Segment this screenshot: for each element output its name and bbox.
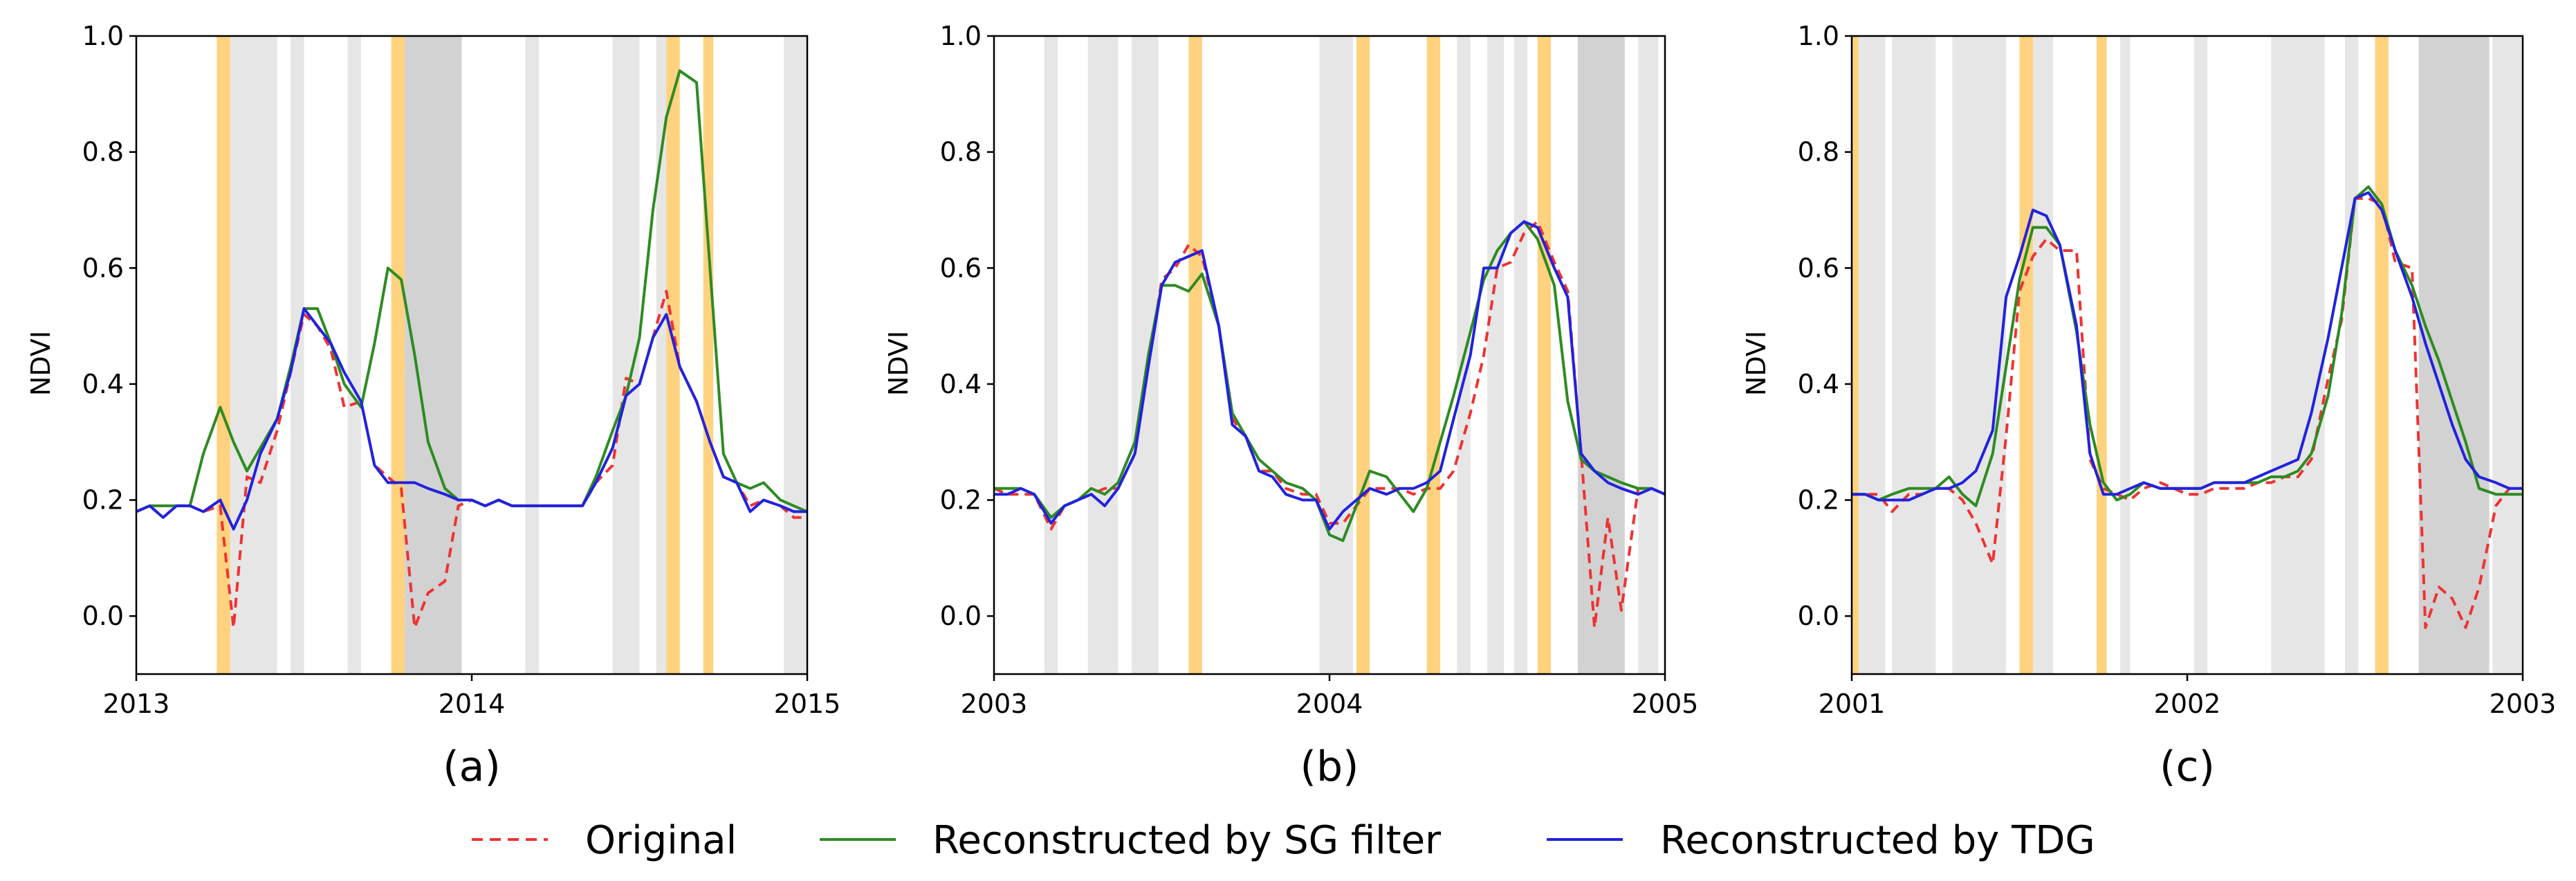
gap-band-light-c: [2193, 36, 2208, 674]
anomaly-band-a: [666, 36, 680, 674]
series-line-tdg-c: [1852, 191, 2523, 502]
ylabel-b: NDVI: [883, 331, 914, 396]
y-tick-label-b: 0.8: [940, 137, 982, 167]
panel-label-c: (c): [2160, 743, 2215, 791]
gap-band-light-a: [291, 36, 304, 674]
y-tick-label-b: 1.0: [940, 21, 982, 51]
panel-label-b: (b): [1300, 743, 1359, 791]
gap-band-dark-a: [401, 36, 462, 674]
y-tick-label-a: 0.8: [82, 137, 124, 167]
panel-a: 0.0 0.2 0.4 0.6 0.8 1.0 2013 2014 2015 NDVI (a): [26, 21, 840, 791]
anomaly-band-c: [2375, 36, 2389, 674]
y-tick-label-b: 0.2: [940, 485, 982, 516]
gap-band-light-a: [525, 36, 539, 674]
x-tick-label-b: 2005: [1632, 689, 1699, 719]
x-tick-label-a: 2015: [774, 689, 841, 719]
y-tick-label-c: 0.0: [1798, 601, 1839, 631]
legend-label-original: Original: [585, 818, 737, 863]
x-tick-label-a: 2013: [103, 689, 170, 719]
gap-band-light-b: [1087, 36, 1119, 674]
plot-area-b: [994, 36, 1665, 674]
gap-band-light-c: [1892, 36, 1936, 674]
ylabel-a: NDVI: [26, 331, 56, 396]
y-tick-label-a: 0.2: [82, 485, 124, 516]
gap-band-light-c: [2120, 36, 2131, 674]
x-tick-label-c: 2001: [1819, 689, 1886, 719]
y-tick-label-c: 0.8: [1798, 137, 1839, 167]
panel-label-a: (a): [443, 743, 501, 791]
gap-band-light-a: [784, 36, 807, 674]
plot-area-c: [1852, 36, 2523, 674]
anomaly-band-c: [1852, 36, 1859, 674]
anomaly-band-a: [391, 36, 405, 674]
gap-band-light-b: [1131, 36, 1159, 674]
gap-band-light-b: [1487, 36, 1505, 674]
anomaly-band-a: [703, 36, 714, 674]
x-tick-label-c: 2002: [2154, 689, 2221, 719]
gap-band-light-b: [1514, 36, 1528, 674]
series-line-original-c: [1852, 197, 2523, 629]
legend-label-sg: Reconstructed by SG filter: [932, 818, 1442, 863]
legend-label-tdg: Reconstructed by TDG: [1660, 818, 2095, 863]
gap-band-light-c: [2032, 36, 2053, 674]
series-line-sg-b: [994, 220, 1665, 543]
panel-b: 0.0 0.2 0.4 0.6 0.8 1.0 2003 2004 2005 NDVI (b): [883, 21, 1698, 791]
x-tick-label-c: 2003: [2490, 689, 2557, 719]
x-tick-label-b: 2003: [961, 689, 1028, 719]
gap-band-light-c: [2344, 36, 2359, 674]
anomaly-band-a: [217, 36, 230, 674]
anomaly-band-c: [2097, 36, 2107, 674]
y-tick-label-c: 0.2: [1798, 485, 1839, 516]
y-tick-label-a: 0.6: [82, 253, 124, 283]
y-tick-label-c: 0.4: [1798, 369, 1839, 399]
gap-band-light-c: [2271, 36, 2325, 674]
y-tick-label-a: 0.0: [82, 601, 124, 631]
x-tick-label-a: 2014: [439, 689, 506, 719]
series-line-original-b: [994, 220, 1665, 629]
y-tick-label-a: 1.0: [82, 21, 124, 51]
series-line-tdg-a: [136, 307, 807, 531]
gap-band-light-a: [347, 36, 361, 674]
y-tick-label-b: 0.4: [940, 369, 982, 399]
y-tick-label-b: 0.0: [940, 601, 982, 631]
gap-band-light-a: [230, 36, 277, 674]
plot-area-a: [136, 36, 807, 674]
anomaly-band-b: [1356, 36, 1370, 674]
y-tick-label-b: 0.6: [940, 253, 982, 283]
y-tick-label-a: 0.4: [82, 369, 124, 399]
gap-band-light-b: [1319, 36, 1353, 674]
gap-band-light-c: [2492, 36, 2523, 674]
anomaly-band-b: [1537, 36, 1552, 674]
ylabel-c: NDVI: [1741, 331, 1772, 396]
y-tick-label-c: 0.6: [1798, 253, 1839, 283]
gap-band-light-b: [1044, 36, 1058, 674]
series-line-tdg-b: [994, 220, 1665, 531]
gap-band-light-b: [1638, 36, 1659, 674]
anomaly-band-c: [2019, 36, 2033, 674]
panel-c: 0.0 0.2 0.4 0.6 0.8 1.0 2001 2002 2003 NDVI (c): [1741, 21, 2556, 791]
anomaly-band-b: [1426, 36, 1441, 674]
legend: Original Reconstructed by SG filter Reco…: [472, 818, 2095, 863]
gap-band-light-c: [1952, 36, 2007, 674]
y-tick-label-c: 1.0: [1798, 21, 1839, 51]
anomaly-band-b: [1188, 36, 1202, 674]
x-tick-label-b: 2004: [1296, 689, 1363, 719]
